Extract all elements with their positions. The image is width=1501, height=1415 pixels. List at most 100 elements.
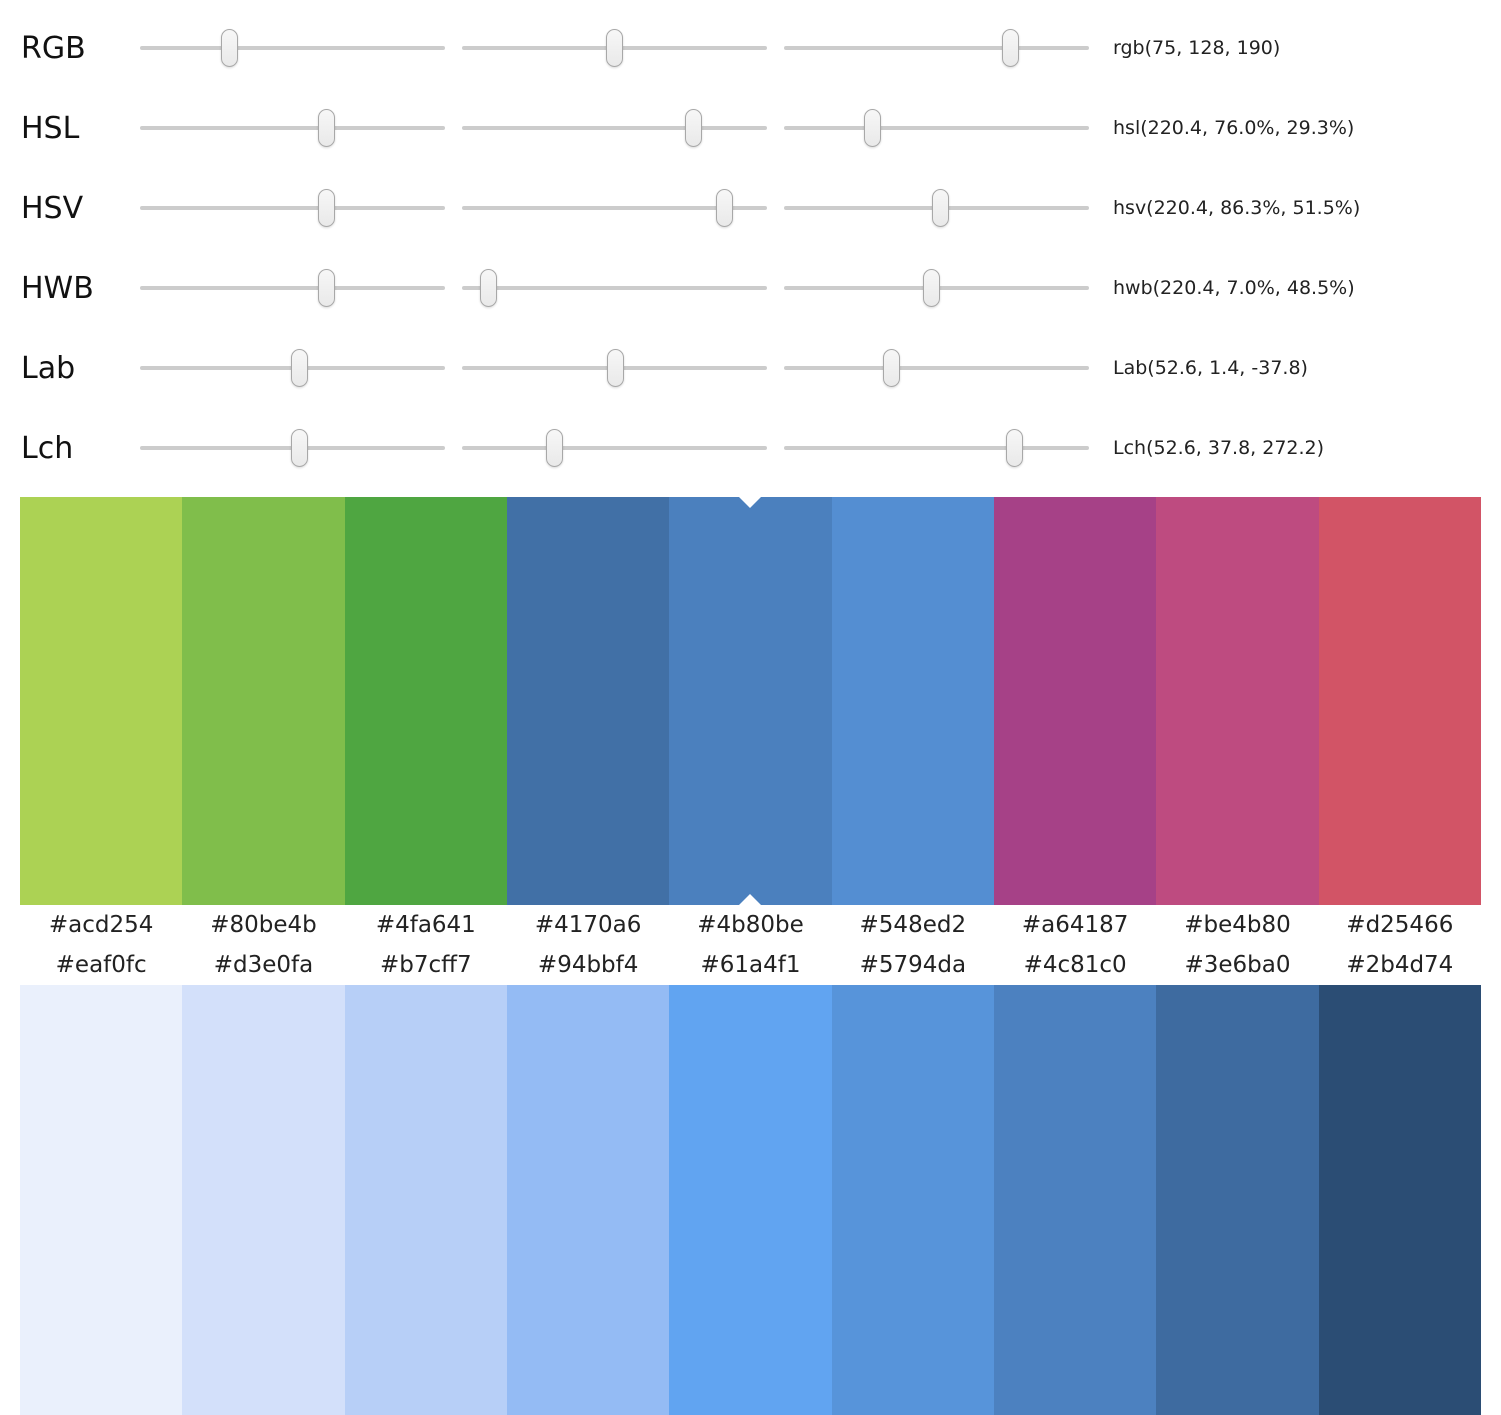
color-model-label: Lch bbox=[21, 430, 74, 466]
hex-label: #4b80be bbox=[697, 912, 804, 938]
slider-track[interactable] bbox=[140, 346, 445, 390]
color-model-label: HSL bbox=[21, 110, 80, 146]
slider-thumb[interactable] bbox=[317, 269, 335, 307]
hex-label: #a64187 bbox=[1021, 912, 1129, 938]
color-model-label: Lab bbox=[21, 350, 76, 386]
slider-track[interactable] bbox=[462, 426, 767, 470]
hex-label: #eaf0fc bbox=[55, 952, 147, 978]
shade-palette-hex-labels: #eaf0fc #d3e0fa #b7cff7 #94bbf4 #61a4f1 #5794… bbox=[20, 945, 1481, 985]
slider-tracks bbox=[140, 266, 1089, 310]
color-value-text: rgb(75, 128, 190) bbox=[1113, 37, 1281, 59]
slider-thumb[interactable] bbox=[922, 269, 940, 307]
slider-track[interactable] bbox=[462, 186, 767, 230]
slider-thumb[interactable] bbox=[291, 349, 309, 387]
slider-track[interactable] bbox=[784, 346, 1089, 390]
hex-label: #548ed2 bbox=[859, 912, 967, 938]
slider-thumb[interactable] bbox=[1002, 29, 1020, 67]
selected-swatch-notch-bottom bbox=[739, 894, 762, 905]
color-sliders-section: RGB rgb(75, 128, 190) HSL bbox=[0, 0, 1501, 488]
palette-swatch[interactable] bbox=[182, 497, 345, 905]
slider-thumb[interactable] bbox=[607, 349, 625, 387]
slider-thumb[interactable] bbox=[932, 189, 950, 227]
slider-thumb[interactable] bbox=[220, 29, 238, 67]
slider-track[interactable] bbox=[784, 106, 1089, 150]
slider-thumb[interactable] bbox=[317, 189, 335, 227]
color-model-label: HWB bbox=[21, 270, 94, 306]
shade-palette bbox=[20, 985, 1481, 1415]
palette-swatch[interactable] bbox=[20, 497, 183, 905]
hex-label: #d25466 bbox=[1346, 912, 1454, 938]
palette-swatch[interactable] bbox=[506, 497, 670, 905]
color-value-text: hwb(220.4, 7.0%, 48.5%) bbox=[1113, 277, 1355, 299]
hex-label: #d3e0fa bbox=[213, 952, 314, 978]
slider-thumb[interactable] bbox=[291, 429, 309, 467]
slider-tracks bbox=[140, 426, 1089, 470]
slider-tracks bbox=[140, 346, 1089, 390]
slider-track[interactable] bbox=[784, 26, 1089, 70]
slider-thumb[interactable] bbox=[546, 429, 564, 467]
slider-row: Lch Lch(52.6, 37.8, 272.2) bbox=[0, 408, 1501, 488]
slider-thumb[interactable] bbox=[684, 109, 702, 147]
palette-swatch[interactable] bbox=[344, 497, 507, 905]
palette-swatch[interactable] bbox=[831, 497, 994, 905]
color-model-label: RGB bbox=[21, 30, 86, 66]
slider-track[interactable] bbox=[784, 426, 1089, 470]
slider-track[interactable] bbox=[140, 266, 445, 310]
color-model-label: HSV bbox=[21, 190, 84, 226]
slider-tracks bbox=[140, 106, 1089, 150]
selected-swatch-notch-top bbox=[739, 497, 762, 508]
color-value-text: hsl(220.4, 76.0%, 29.3%) bbox=[1113, 117, 1355, 139]
slider-row: HSV hsv(220.4, 86.3%, 51.5%) bbox=[0, 168, 1501, 248]
palette-swatch[interactable] bbox=[831, 985, 994, 1415]
slider-track[interactable] bbox=[462, 346, 767, 390]
slider-track[interactable] bbox=[140, 106, 445, 150]
palette-swatch[interactable] bbox=[993, 985, 1157, 1415]
hex-label: #b7cff7 bbox=[380, 952, 472, 978]
palette-swatch[interactable] bbox=[993, 497, 1157, 905]
hue-palette bbox=[20, 497, 1481, 905]
hex-label: #2b4d74 bbox=[1346, 952, 1454, 978]
palette-swatch[interactable] bbox=[20, 985, 183, 1415]
slider-row: Lab Lab(52.6, 1.4, -37.8) bbox=[0, 328, 1501, 408]
hex-label: #61a4f1 bbox=[700, 952, 801, 978]
slider-track[interactable] bbox=[462, 106, 767, 150]
palette-swatch[interactable] bbox=[1318, 985, 1481, 1415]
palette-swatch[interactable] bbox=[1156, 985, 1319, 1415]
hex-label: #4fa641 bbox=[375, 912, 476, 938]
palette-swatch[interactable] bbox=[669, 497, 832, 905]
palette-swatch[interactable] bbox=[182, 985, 345, 1415]
slider-thumb[interactable] bbox=[1005, 429, 1023, 467]
palette-swatch[interactable] bbox=[1318, 497, 1481, 905]
hex-label: #acd254 bbox=[48, 912, 154, 938]
slider-row: HSL hsl(220.4, 76.0%, 29.3%) bbox=[0, 88, 1501, 168]
hex-label: #4c81c0 bbox=[1023, 952, 1127, 978]
hex-label: #5794da bbox=[859, 952, 967, 978]
slider-thumb[interactable] bbox=[606, 29, 624, 67]
hex-label: #4170a6 bbox=[534, 912, 642, 938]
color-value-text: Lch(52.6, 37.8, 272.2) bbox=[1113, 437, 1325, 459]
slider-thumb[interactable] bbox=[883, 349, 901, 387]
color-value-text: hsv(220.4, 86.3%, 51.5%) bbox=[1113, 197, 1361, 219]
slider-thumb[interactable] bbox=[864, 109, 882, 147]
slider-thumb[interactable] bbox=[716, 189, 734, 227]
palette-swatch[interactable] bbox=[669, 985, 832, 1415]
slider-track[interactable] bbox=[784, 266, 1089, 310]
color-value-text: Lab(52.6, 1.4, -37.8) bbox=[1113, 357, 1308, 379]
slider-track[interactable] bbox=[140, 426, 445, 470]
hue-palette-hex-labels: #acd254 #80be4b #4fa641 #4170a6 #4b80be #548e… bbox=[20, 905, 1481, 945]
slider-track[interactable] bbox=[140, 26, 445, 70]
hex-label: #94bbf4 bbox=[537, 952, 639, 978]
slider-track[interactable] bbox=[462, 266, 767, 310]
palette-swatch[interactable] bbox=[344, 985, 507, 1415]
slider-track[interactable] bbox=[784, 186, 1089, 230]
hex-label: #80be4b bbox=[210, 912, 317, 938]
palette-swatch[interactable] bbox=[506, 985, 670, 1415]
slider-row: RGB rgb(75, 128, 190) bbox=[0, 8, 1501, 88]
palette-swatch[interactable] bbox=[1156, 497, 1319, 905]
slider-thumb[interactable] bbox=[317, 109, 335, 147]
hex-label: #3e6ba0 bbox=[1184, 952, 1291, 978]
slider-thumb[interactable] bbox=[480, 269, 498, 307]
slider-track[interactable] bbox=[140, 186, 445, 230]
slider-tracks bbox=[140, 26, 1089, 70]
slider-track[interactable] bbox=[462, 26, 767, 70]
